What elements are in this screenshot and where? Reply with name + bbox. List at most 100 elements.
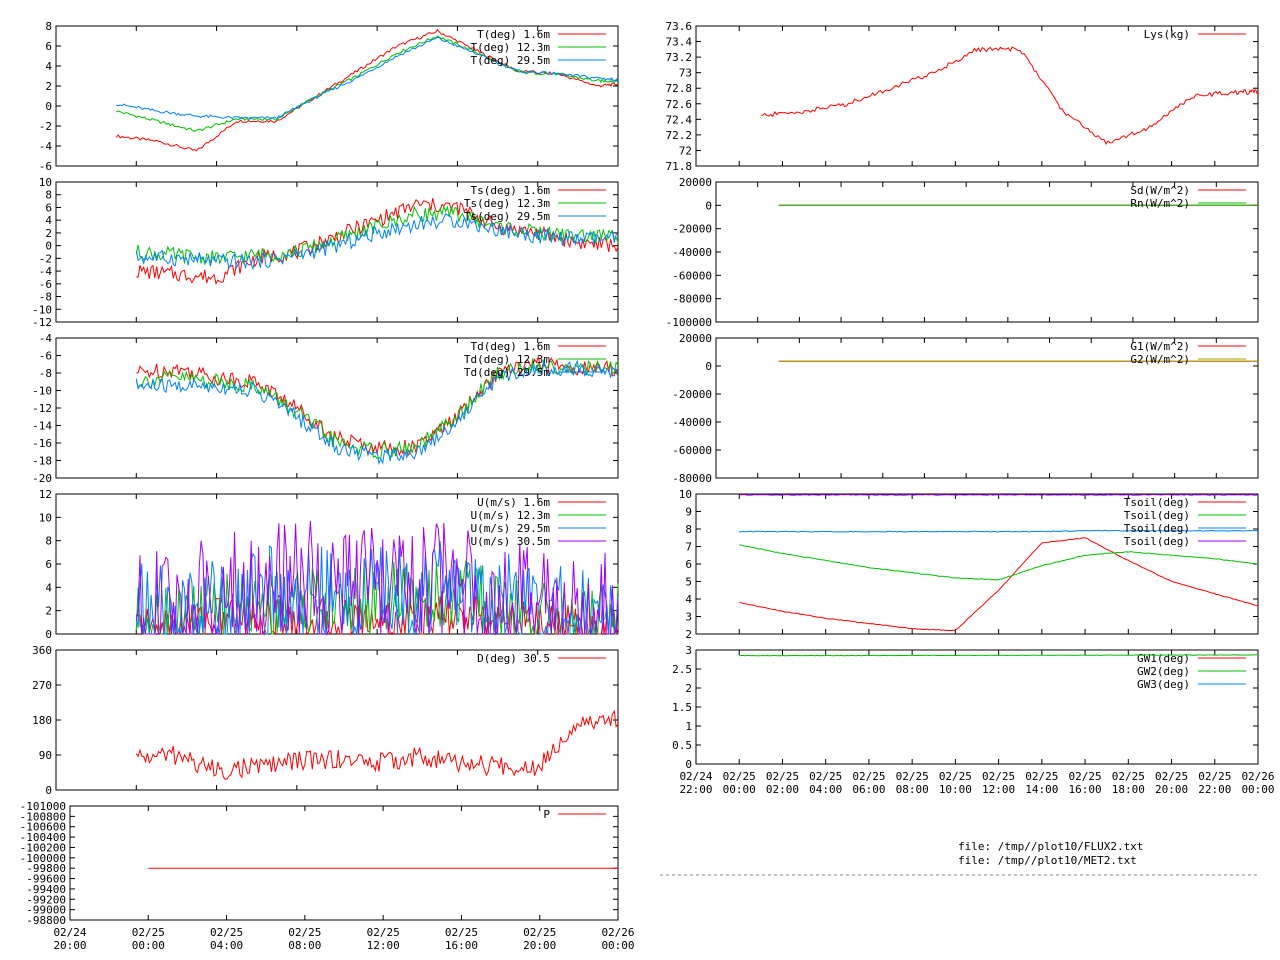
panel-tsoil-ytick-label: 2	[685, 628, 692, 641]
panel-sdrn-ytick-label: -100000	[666, 316, 712, 329]
panel-ts-series-2-legend-label: Ts(deg) 12.3m	[464, 197, 550, 210]
panel-ts-ytick-label: -12	[32, 316, 52, 329]
panel-gw-xtick-label-date: 02/25	[1069, 770, 1102, 783]
panel-lys-ytick-label: 73.6	[666, 20, 693, 33]
panel-p-xtick-label-time: 04:00	[210, 939, 243, 952]
panel-g-ytick-label: -80000	[672, 472, 712, 485]
panel-gw-xtick-label-time: 22:00	[679, 783, 712, 796]
panel-u-ytick-label: 6	[45, 558, 52, 571]
panel-t-series-1-legend-label: T(deg) 1.6m	[477, 28, 550, 41]
panel-td-ytick-label: -8	[39, 367, 52, 380]
panel-gw-xtick-label-time: 10:00	[939, 783, 972, 796]
panel-gw-xtick-label-date: 02/25	[939, 770, 972, 783]
panel-gw-xtick-label-date: 02/25	[852, 770, 885, 783]
panel-lys-ytick-label: 72.2	[666, 129, 693, 142]
panel-sdrn-ytick-label: -40000	[672, 246, 712, 259]
panel-gw-xtick-label-date: 02/25	[766, 770, 799, 783]
panel-p-xtick-label-date: 02/25	[445, 926, 478, 939]
panel-tsoil-series-1-line	[739, 537, 1259, 632]
panel-gw-ytick-label: 0	[685, 758, 692, 771]
panel-gw-xtick-label-time: 08:00	[896, 783, 929, 796]
panel-u-series-2-line	[135, 560, 619, 636]
panel-td-ytick-label: -14	[32, 420, 52, 433]
panel-ts-ytick-label: -4	[39, 265, 53, 278]
panel-ts-ytick-label: -8	[39, 291, 52, 304]
panel-u-ytick-label: 0	[45, 628, 52, 641]
panel-tsoil-series-4-line	[739, 493, 1259, 496]
panel-gw-series-2-legend-label: GW2(deg)	[1137, 665, 1190, 678]
panel-gw-xtick-label-time: 00:00	[1241, 783, 1274, 796]
panel-g-ytick-label: 20000	[679, 332, 712, 345]
panel-lys-ytick-label: 73.2	[666, 51, 693, 64]
panel-gw-ytick-label: 1	[685, 720, 692, 733]
panel-lys-ytick-label: 73.4	[666, 36, 693, 49]
panel-p-ytick-label: -99600	[26, 873, 66, 886]
panel-t-ytick-label: 6	[45, 40, 52, 53]
panel-lys-frame	[695, 25, 1259, 167]
panel-lys-series-1-legend-label: Lys(kg)	[1144, 28, 1190, 41]
panel-gw-series-3-legend-label: GW3(deg)	[1137, 678, 1190, 691]
panel-t-ytick-label: 0	[45, 100, 52, 113]
panel-tsoil-series-1-legend-label: Tsoil(deg)	[1124, 496, 1190, 509]
panel-ts-ytick-label: -6	[39, 278, 52, 291]
panel-sdrn-ytick-label: -60000	[672, 269, 712, 282]
panel-tsoil-ytick-label: 10	[679, 488, 692, 501]
panel-p-xtick-label-time: 00:00	[132, 939, 165, 952]
panel-td-series-2-legend-label: Td(deg) 12.3m	[464, 353, 550, 366]
panel-u-ytick-label: 10	[39, 511, 52, 524]
panel-p-xtick-label-time: 08:00	[288, 939, 321, 952]
panel-t-frame	[55, 25, 619, 167]
panel-d-ytick-label: 0	[45, 784, 52, 797]
panel-p-ytick-label: -99200	[26, 893, 66, 906]
panel-lys-ytick-label: 72	[679, 144, 692, 157]
panel-p-frame	[69, 805, 619, 921]
panel-td-series-3-line	[135, 359, 619, 466]
panel-tsoil-series-2-legend-label: Tsoil(deg)	[1124, 509, 1190, 522]
panel-g-ytick-label: 0	[705, 360, 712, 373]
panel-p-ytick-label: -99800	[26, 862, 66, 875]
panel-u-ytick-label: 8	[45, 535, 52, 548]
panel-p-xtick-label-date: 02/26	[601, 926, 634, 939]
panel-gw-xtick-label-time: 18:00	[1112, 783, 1145, 796]
panel-lys-series-1-line	[760, 46, 1259, 146]
panel-td-ytick-label: -4	[39, 332, 53, 345]
panel-ts-frame	[55, 181, 619, 323]
panel-p-xtick-label-time: 20:00	[523, 939, 556, 952]
panel-ts-ytick-label: 2	[45, 227, 52, 240]
panel-gw-ytick-label: 2.5	[672, 663, 692, 676]
panel-td-ytick-label: -18	[32, 455, 52, 468]
panel-gw-xtick-label-date: 02/25	[1025, 770, 1058, 783]
panel-p-xtick-label-date: 02/25	[523, 926, 556, 939]
panel-gw-xtick-label-date: 02/25	[896, 770, 929, 783]
panel-sdrn-ytick-label: -20000	[672, 223, 712, 236]
panel-gw-xtick-label-time: 16:00	[1069, 783, 1102, 796]
panel-tsoil-series-3-line	[739, 529, 1259, 533]
panel-p-xtick-label-date: 02/25	[210, 926, 243, 939]
panel-ts-ytick-label: 0	[45, 240, 52, 253]
panel-g-ytick-label: -40000	[672, 416, 712, 429]
panel-p-series-1-legend-label: P	[543, 808, 550, 821]
panel-gw-xtick-label-time: 12:00	[982, 783, 1015, 796]
panel-p-xtick-label-date: 02/24	[53, 926, 86, 939]
panel-p-ytick-label: -100800	[20, 810, 66, 823]
panel-ts-ytick-label: -10	[32, 303, 52, 316]
panel-tsoil-series-4-legend-label: Tsoil(deg)	[1124, 535, 1190, 548]
panel-tsoil-ytick-label: 3	[685, 611, 692, 624]
panel-g-series-2-legend-label: G2(W/m^2)	[1130, 353, 1190, 366]
panel-td-ytick-label: -16	[32, 437, 52, 450]
panel-gw-xtick-label-date: 02/25	[723, 770, 756, 783]
panel-gw-xtick-label-date: 02/25	[1198, 770, 1231, 783]
panel-td-ytick-label: -10	[32, 385, 52, 398]
panel-sdrn-ytick-label: -80000	[672, 293, 712, 306]
panel-t-ytick-label: -6	[39, 160, 52, 173]
panel-g-ytick-label: -20000	[672, 388, 712, 401]
panel-gw-series-1-legend-label: GW1(deg)	[1137, 652, 1190, 665]
panel-gw-xtick-label-date: 02/26	[1241, 770, 1274, 783]
panel-gw-xtick-label-date: 02/25	[1155, 770, 1188, 783]
panel-u-series-3-legend-label: U(m/s) 29.5m	[471, 522, 551, 535]
panel-sdrn-ytick-label: 0	[705, 199, 712, 212]
panel-t-ytick-label: 4	[45, 60, 52, 73]
panel-ts-series-2-line	[135, 204, 619, 266]
panel-gw-xtick-label-time: 02:00	[766, 783, 799, 796]
panel-gw-ytick-label: 2	[685, 682, 692, 695]
